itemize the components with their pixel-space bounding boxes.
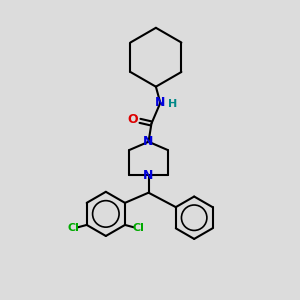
Text: N: N [143,169,154,182]
Text: Cl: Cl [68,224,80,233]
Text: N: N [155,96,166,110]
Text: O: O [127,112,138,126]
Text: H: H [168,99,177,110]
Text: Cl: Cl [132,224,144,233]
Text: N: N [143,135,154,148]
